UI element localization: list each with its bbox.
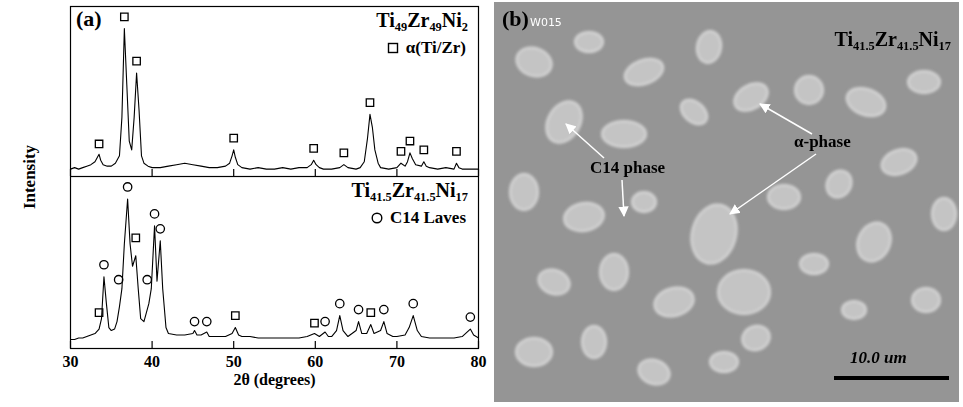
- html-text:(a): (a): [76, 6, 102, 31]
- html-text:C14 phase: C14 phase: [590, 158, 666, 177]
- svg-text:40: 40: [144, 353, 160, 370]
- svg-text:60: 60: [307, 353, 323, 370]
- html-text:α(Ti/Zr): α(Ti/Zr): [405, 38, 466, 57]
- html-text:α-phase: α-phase: [794, 132, 851, 151]
- svg-text:30: 30: [63, 353, 79, 370]
- svg-text:80: 80: [471, 353, 487, 370]
- html-text:Ti41.5Zr41.5Ni17: Ti41.5Zr41.5Ni17: [834, 28, 951, 53]
- html-text:(b)W015: (b)W015: [502, 6, 562, 31]
- html-text:C14 Laves: C14 Laves: [390, 208, 466, 227]
- html-text:Ti41.5Zr41.5Ni17: Ti41.5Zr41.5Ni17: [351, 179, 468, 204]
- html-text:10.0 um: 10.0 um: [850, 348, 907, 367]
- svg-text:70: 70: [389, 353, 405, 370]
- html-text:Intensity: Intensity: [20, 144, 39, 210]
- svg-text:2θ (degrees): 2θ (degrees): [233, 371, 315, 389]
- html-text:Ti49Zr49Ni2: Ti49Zr49Ni2: [376, 9, 468, 34]
- svg-text:50: 50: [226, 353, 242, 370]
